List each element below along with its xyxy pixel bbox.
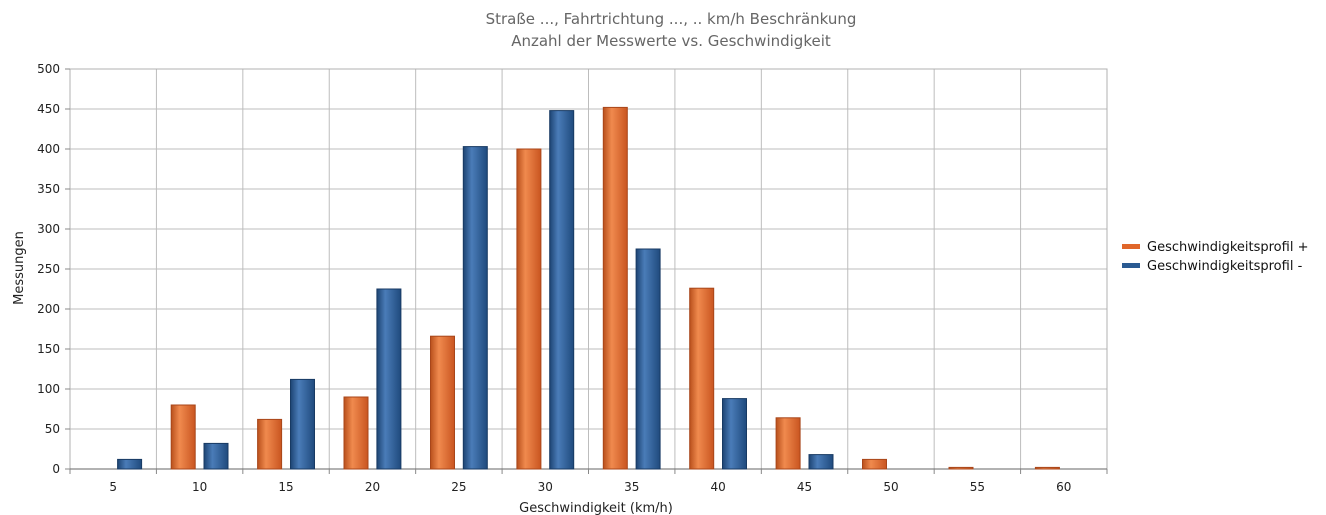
y-tick-label: 400 bbox=[37, 142, 60, 156]
bar-profil-plus-15 bbox=[257, 418, 283, 470]
chart-title: Straße ..., Fahrtrichtung ..., .. km/h B… bbox=[486, 10, 857, 28]
y-tick-label: 200 bbox=[37, 302, 60, 316]
bar-profil-plus-10 bbox=[170, 404, 196, 470]
y-axis-ticks: 0 50 100 150 200 250 300 350 400 450 500 bbox=[37, 62, 70, 476]
x-tick-label: 5 bbox=[109, 480, 117, 494]
bar-profil-minus-10 bbox=[203, 442, 229, 470]
x-tick-label: 20 bbox=[365, 480, 380, 494]
y-tick-label: 150 bbox=[37, 342, 60, 356]
x-tick-label: 40 bbox=[710, 480, 725, 494]
x-tick-label: 10 bbox=[192, 480, 207, 494]
legend-swatch bbox=[1122, 244, 1140, 249]
bars-group bbox=[117, 106, 1060, 470]
legend: Geschwindigkeitsprofil + Geschwindigkeits… bbox=[1122, 240, 1308, 274]
x-tick-label: 35 bbox=[624, 480, 639, 494]
y-tick-label: 350 bbox=[37, 182, 60, 196]
y-tick-label: 250 bbox=[37, 262, 60, 276]
y-tick-label: 500 bbox=[37, 62, 60, 76]
bar-profil-plus-55 bbox=[948, 466, 974, 470]
bar-profil-minus-35 bbox=[635, 248, 661, 470]
x-tick-label: 30 bbox=[538, 480, 553, 494]
legend-label: Geschwindigkeitsprofil + bbox=[1147, 240, 1308, 255]
bar-profil-plus-60 bbox=[1034, 466, 1060, 470]
bar-profil-plus-40 bbox=[689, 287, 715, 470]
y-tick-label: 0 bbox=[52, 462, 60, 476]
legend-label: Geschwindigkeitsprofil - bbox=[1147, 259, 1303, 274]
y-axis-label: Messungen bbox=[12, 231, 27, 305]
x-axis-label: Geschwindigkeit (km/h) bbox=[519, 501, 673, 515]
bar-profil-minus-30 bbox=[549, 110, 575, 470]
x-tick-label: 50 bbox=[883, 480, 898, 494]
x-tick-label: 25 bbox=[451, 480, 466, 494]
bar-profil-minus-15 bbox=[290, 378, 315, 470]
grid-lines bbox=[69, 68, 1108, 470]
bar-profil-plus-20 bbox=[343, 396, 369, 470]
bar-profil-minus-45 bbox=[808, 454, 834, 470]
bar-profil-plus-35 bbox=[602, 106, 628, 470]
chart-subtitle: Anzahl der Messwerte vs. Geschwindigkeit bbox=[511, 32, 831, 50]
bar-profil-plus-50 bbox=[862, 458, 887, 470]
bar-profil-minus-5 bbox=[117, 458, 143, 470]
x-tick-label: 55 bbox=[970, 480, 985, 494]
x-tick-label: 15 bbox=[278, 480, 293, 494]
bar-profil-minus-20 bbox=[376, 288, 402, 470]
legend-swatch bbox=[1122, 263, 1140, 268]
bar-profil-plus-45 bbox=[775, 417, 801, 470]
y-tick-label: 50 bbox=[45, 422, 60, 436]
x-tick-label: 45 bbox=[797, 480, 812, 494]
x-axis-ticks: 5 10 15 20 25 30 35 40 45 50 55 60 bbox=[69, 469, 1108, 494]
y-tick-label: 450 bbox=[37, 102, 60, 116]
y-tick-label: 300 bbox=[37, 222, 60, 236]
bar-profil-minus-40 bbox=[722, 398, 747, 470]
bar-profil-plus-25 bbox=[430, 335, 455, 470]
bar-profil-plus-30 bbox=[516, 148, 542, 470]
x-tick-label: 60 bbox=[1056, 480, 1071, 494]
bar-profil-minus-25 bbox=[462, 146, 488, 470]
y-tick-label: 100 bbox=[37, 382, 60, 396]
